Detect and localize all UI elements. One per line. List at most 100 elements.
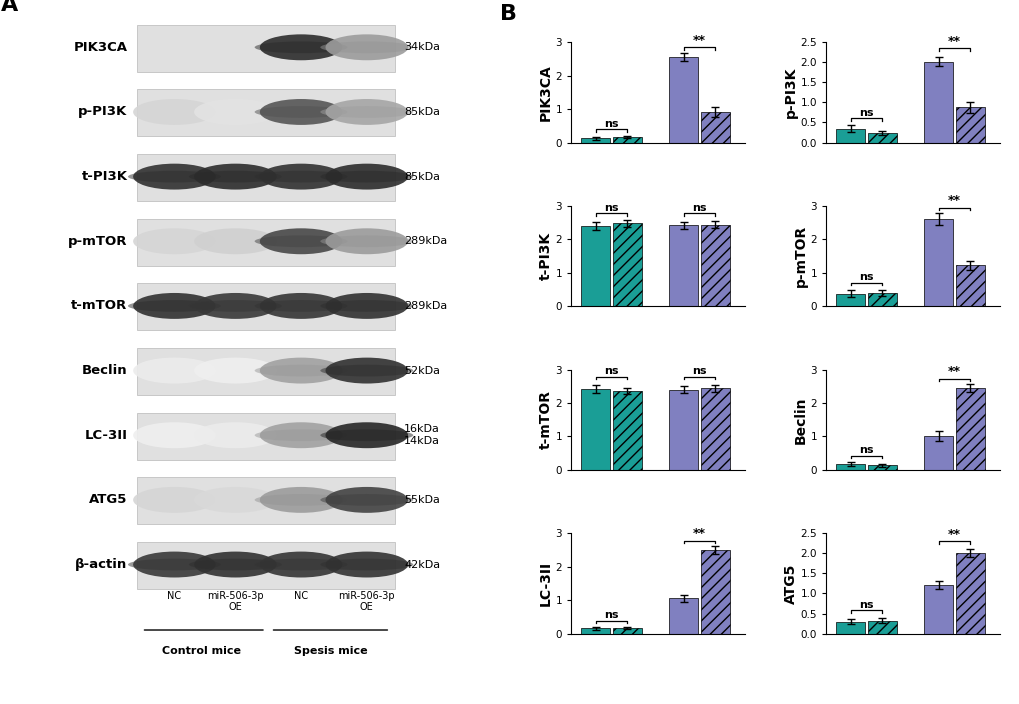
Bar xyxy=(700,112,730,142)
Ellipse shape xyxy=(320,365,413,377)
Ellipse shape xyxy=(194,293,276,319)
Ellipse shape xyxy=(127,171,221,182)
Text: ns: ns xyxy=(692,367,706,377)
Bar xyxy=(867,133,896,142)
Bar xyxy=(867,465,896,470)
Y-axis label: LC-3II: LC-3II xyxy=(538,561,552,606)
Bar xyxy=(668,225,698,306)
Y-axis label: p-mTOR: p-mTOR xyxy=(793,225,807,287)
Bar xyxy=(668,57,698,142)
Ellipse shape xyxy=(260,358,342,384)
Text: 55kDa: 55kDa xyxy=(404,495,440,505)
Ellipse shape xyxy=(325,358,408,384)
Text: 85kDa: 85kDa xyxy=(404,107,440,117)
Ellipse shape xyxy=(260,293,342,319)
Y-axis label: Beclin: Beclin xyxy=(793,396,807,444)
Ellipse shape xyxy=(255,235,347,247)
Ellipse shape xyxy=(325,551,408,577)
Ellipse shape xyxy=(255,106,347,118)
FancyBboxPatch shape xyxy=(137,348,394,395)
Text: p-mTOR: p-mTOR xyxy=(68,234,127,248)
Ellipse shape xyxy=(133,422,215,448)
Text: **: ** xyxy=(947,194,960,207)
Ellipse shape xyxy=(255,300,347,312)
Text: Control mice: Control mice xyxy=(162,646,240,656)
Text: Spesis mice: Spesis mice xyxy=(293,646,367,656)
Ellipse shape xyxy=(325,99,408,125)
FancyBboxPatch shape xyxy=(137,154,394,201)
Text: ns: ns xyxy=(858,446,873,455)
Bar xyxy=(612,391,641,470)
Ellipse shape xyxy=(194,99,276,125)
Ellipse shape xyxy=(189,171,281,182)
Text: t-PI3K: t-PI3K xyxy=(82,170,127,183)
Text: **: ** xyxy=(947,365,960,379)
Text: **: ** xyxy=(947,528,960,541)
Ellipse shape xyxy=(320,429,413,441)
Ellipse shape xyxy=(133,551,215,577)
Ellipse shape xyxy=(133,293,215,319)
FancyBboxPatch shape xyxy=(137,89,394,137)
Text: ns: ns xyxy=(603,119,619,129)
Text: A: A xyxy=(1,0,18,15)
Bar xyxy=(612,137,641,142)
Y-axis label: PIK3CA: PIK3CA xyxy=(538,64,552,121)
Bar xyxy=(955,388,984,470)
Bar xyxy=(955,553,984,634)
Bar xyxy=(836,129,864,142)
Ellipse shape xyxy=(325,487,408,513)
Ellipse shape xyxy=(255,171,347,182)
Bar xyxy=(923,436,953,470)
Ellipse shape xyxy=(133,228,215,254)
Bar xyxy=(836,464,864,470)
Text: B: B xyxy=(499,4,517,23)
Text: Beclin: Beclin xyxy=(82,364,127,377)
Ellipse shape xyxy=(260,422,342,448)
Ellipse shape xyxy=(255,429,347,441)
Ellipse shape xyxy=(260,228,342,254)
Ellipse shape xyxy=(320,494,413,505)
Bar xyxy=(612,223,641,306)
Ellipse shape xyxy=(189,559,281,570)
Text: PIK3CA: PIK3CA xyxy=(73,41,127,54)
Bar xyxy=(923,219,953,306)
Y-axis label: t-PI3K: t-PI3K xyxy=(538,232,552,280)
Text: 289kDa: 289kDa xyxy=(404,301,447,311)
Ellipse shape xyxy=(325,293,408,319)
FancyBboxPatch shape xyxy=(137,25,394,72)
Bar xyxy=(700,550,730,634)
Text: 42kDa: 42kDa xyxy=(404,560,440,570)
Ellipse shape xyxy=(320,106,413,118)
Ellipse shape xyxy=(260,487,342,513)
Text: **: ** xyxy=(692,527,705,540)
Bar xyxy=(700,389,730,470)
Ellipse shape xyxy=(325,228,408,254)
Ellipse shape xyxy=(320,235,413,247)
Bar xyxy=(867,621,896,634)
Text: miR-506-3p
OE: miR-506-3p OE xyxy=(207,591,264,612)
Text: 34kDa: 34kDa xyxy=(404,42,440,52)
Bar xyxy=(955,107,984,142)
Bar xyxy=(581,138,609,142)
Bar xyxy=(923,584,953,634)
Ellipse shape xyxy=(260,34,342,61)
Ellipse shape xyxy=(127,300,221,312)
Y-axis label: ATG5: ATG5 xyxy=(783,563,797,603)
Bar xyxy=(581,628,609,634)
Text: 85kDa: 85kDa xyxy=(404,172,440,182)
Text: ns: ns xyxy=(603,203,619,213)
Text: ATG5: ATG5 xyxy=(89,494,127,506)
Text: LC-3II: LC-3II xyxy=(85,429,127,441)
FancyBboxPatch shape xyxy=(137,219,394,266)
Ellipse shape xyxy=(255,559,347,570)
Ellipse shape xyxy=(325,422,408,448)
FancyBboxPatch shape xyxy=(137,542,394,589)
Ellipse shape xyxy=(127,559,221,570)
Text: 16kDa
14kDa: 16kDa 14kDa xyxy=(404,425,440,446)
Ellipse shape xyxy=(255,42,347,54)
Text: ns: ns xyxy=(858,600,873,610)
Text: ns: ns xyxy=(603,610,619,620)
Ellipse shape xyxy=(189,300,281,312)
Bar xyxy=(836,622,864,634)
Ellipse shape xyxy=(320,559,413,570)
